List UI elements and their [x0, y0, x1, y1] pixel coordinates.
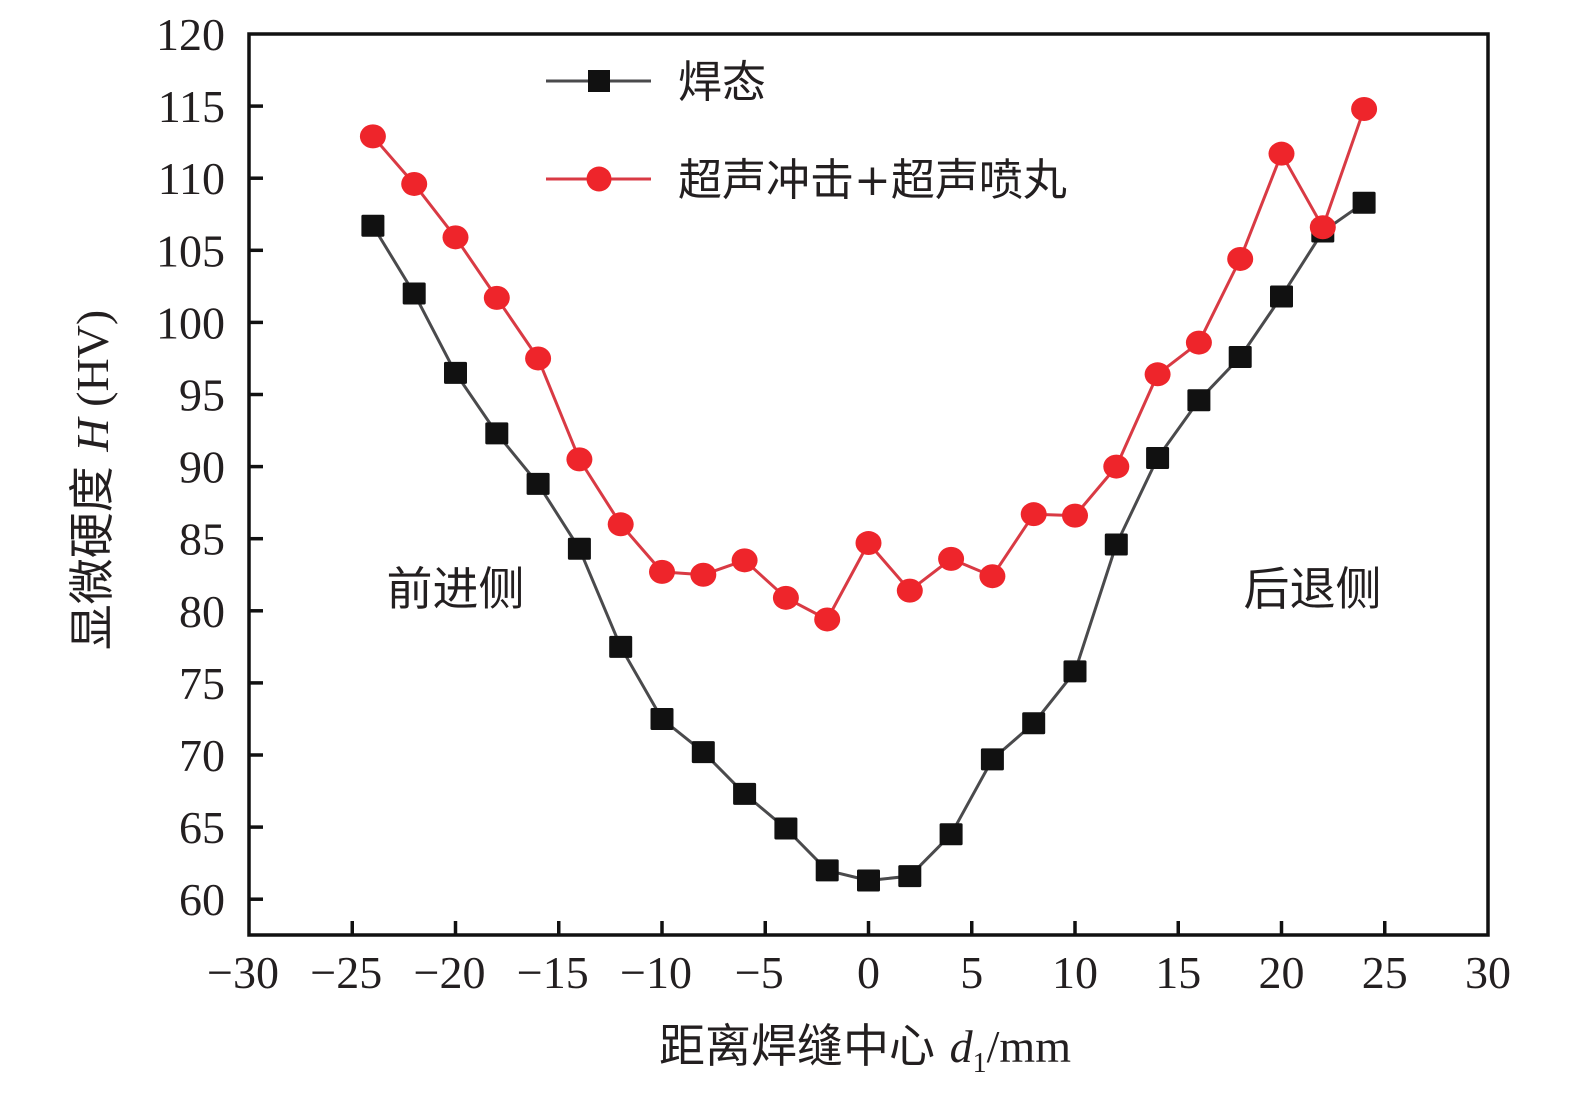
annotation-retreating-side: 后退侧 [1243, 562, 1381, 616]
x-tick-label: −15 [517, 947, 589, 998]
legend-marker-circle [586, 166, 612, 192]
data-point-as-welded [898, 865, 922, 888]
data-point-treated [649, 559, 675, 584]
y-tick-label: 75 [179, 658, 225, 709]
data-point-as-welded [1104, 533, 1128, 556]
data-point-as-welded [939, 823, 963, 846]
x-tick-label: −25 [310, 947, 382, 998]
y-tick-label: 110 [158, 153, 225, 204]
y-tick-label: 100 [156, 297, 225, 348]
data-point-as-welded [815, 859, 839, 882]
annotation-advancing-side: 前进侧 [387, 562, 525, 616]
data-point-treated [690, 562, 717, 587]
data-point-as-welded [980, 748, 1004, 771]
data-point-as-welded [361, 214, 385, 237]
data-point-as-welded [1063, 660, 1087, 683]
y-axis-title: 显微硬度 H (HV) [65, 310, 119, 650]
y-tick-label: 120 [156, 9, 225, 60]
data-point-treated [896, 578, 923, 603]
legend-marker-square [588, 70, 610, 92]
x-tick-label: −10 [620, 947, 692, 998]
data-point-treated [979, 564, 1006, 589]
data-point-as-welded [650, 707, 674, 730]
legend-item-as-welded: 焊态 [546, 57, 766, 108]
data-point-as-welded [1270, 285, 1293, 308]
data-point-as-welded [485, 422, 509, 445]
x-axis-ticks: −30 −25 −20 −15 −10 −5 0 5 10 15 20 25 30 [207, 921, 1511, 998]
data-point-as-welded [567, 537, 591, 560]
y-axis-title-main: 显微硬度 [65, 452, 119, 651]
y-tick-label: 90 [179, 442, 225, 493]
data-point-as-welded [857, 869, 880, 892]
data-point-treated [1144, 362, 1171, 387]
y-tick-label: 105 [156, 225, 225, 276]
data-point-treated [566, 447, 593, 472]
data-point-treated [525, 346, 552, 371]
x-tick-label: 30 [1465, 947, 1511, 998]
data-point-treated [855, 531, 882, 556]
data-point-treated [772, 585, 799, 610]
y-tick-label: 95 [179, 370, 225, 421]
x-tick-label: −30 [207, 947, 279, 998]
data-point-treated [442, 225, 469, 250]
x-tick-label: 10 [1052, 947, 1098, 998]
y-tick-label: 80 [179, 586, 225, 637]
series-lines [371, 108, 1366, 882]
x-axis-title-main: 距离焊缝中心 [659, 1019, 950, 1073]
data-point-treated [607, 512, 634, 537]
data-point-as-welded [733, 782, 757, 805]
data-point-treated [1185, 330, 1212, 355]
data-point-treated [483, 285, 510, 310]
x-tick-label: 5 [960, 947, 983, 998]
data-point-treated [1227, 246, 1254, 271]
data-point-treated [1309, 215, 1336, 240]
data-point-as-welded [774, 817, 798, 840]
y-tick-label: 70 [179, 730, 225, 781]
y-tick-label: 65 [179, 802, 225, 853]
data-point-treated [938, 546, 965, 571]
data-point-treated [1020, 502, 1047, 527]
x-axis-title-var: d [950, 1021, 974, 1072]
legend-item-treated: 超声冲击+超声喷丸 [546, 155, 1067, 206]
legend-label-as-welded: 焊态 [678, 57, 766, 108]
y-axis-title-var: H [67, 416, 118, 453]
legend: 焊态 超声冲击+超声喷丸 [546, 57, 1067, 206]
data-point-treated [731, 548, 758, 573]
data-point-treated [1103, 454, 1130, 479]
data-point-treated [359, 124, 386, 149]
data-point-treated [1062, 503, 1088, 528]
data-point-as-welded [1187, 389, 1211, 412]
x-axis-title-sub: 1 [973, 1048, 987, 1079]
x-tick-label: 20 [1259, 947, 1305, 998]
data-point-as-welded [1228, 346, 1252, 369]
data-point-as-welded [526, 472, 550, 495]
data-point-as-welded [444, 361, 467, 384]
data-point-treated [401, 171, 428, 196]
data-point-treated [814, 607, 841, 632]
x-tick-label: −5 [735, 947, 784, 998]
y-tick-label: 115 [158, 81, 225, 132]
data-point-treated [1268, 141, 1295, 166]
y-axis-ticks: 60 65 70 75 80 85 90 95 100 105 110 115 120 [156, 9, 263, 925]
x-tick-label: 25 [1362, 947, 1408, 998]
y-axis-title-unit: (HV) [67, 310, 118, 419]
data-point-as-welded [1352, 191, 1376, 214]
x-axis-title: 距离焊缝中心 d1/mm [659, 1019, 1071, 1079]
x-tick-label: −20 [414, 947, 486, 998]
data-point-as-welded [402, 282, 426, 305]
x-tick-label: 0 [857, 947, 880, 998]
legend-label-treated: 超声冲击+超声喷丸 [678, 155, 1067, 206]
y-tick-label: 60 [179, 874, 225, 925]
y-tick-label: 85 [179, 514, 225, 565]
data-point-as-welded [609, 635, 633, 658]
x-axis-title-unit: /mm [987, 1021, 1072, 1072]
data-point-as-welded [1022, 712, 1046, 735]
x-tick-label: 15 [1155, 947, 1201, 998]
data-point-treated [1351, 96, 1378, 121]
series-markers [359, 96, 1378, 892]
data-point-as-welded [691, 741, 715, 764]
data-point-as-welded [1146, 446, 1170, 469]
